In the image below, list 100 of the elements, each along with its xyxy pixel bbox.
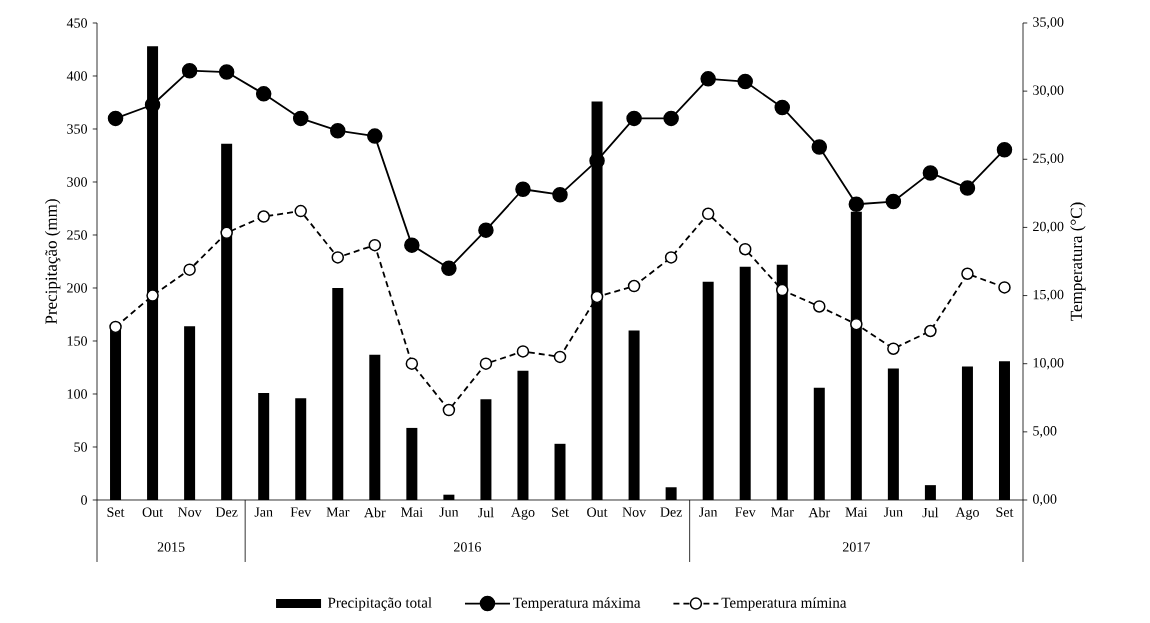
point bbox=[516, 345, 530, 358]
x-tick-label: Jan bbox=[254, 507, 273, 517]
point bbox=[924, 324, 937, 338]
x-tick-label: Jul bbox=[922, 507, 939, 518]
y2-axis-title: Temperatura (°C) bbox=[1070, 202, 1086, 321]
point bbox=[515, 181, 531, 198]
y-tick-label: 50 bbox=[74, 442, 88, 452]
y-axis-title: Precipitação (mm) bbox=[44, 199, 61, 325]
y2-tick-label: 30,00 bbox=[1033, 85, 1064, 97]
x-tick-label: Out bbox=[587, 507, 608, 517]
point bbox=[146, 289, 159, 302]
text: 2017 bbox=[842, 542, 870, 552]
point bbox=[368, 238, 382, 252]
point bbox=[626, 110, 642, 127]
y2-tick-label: 10,00 bbox=[1033, 357, 1064, 370]
y-tick-label: 200 bbox=[67, 283, 88, 293]
y2-tick-label: 25,00 bbox=[1033, 153, 1064, 165]
x-tick-label: Abr bbox=[364, 507, 386, 518]
point bbox=[738, 242, 752, 256]
point bbox=[331, 251, 345, 264]
point bbox=[552, 186, 568, 203]
point bbox=[441, 260, 457, 277]
x-tick-label: Fev bbox=[735, 507, 756, 517]
y-tick-label: 150 bbox=[67, 336, 88, 346]
x-tick-label: Mar bbox=[770, 507, 794, 517]
point bbox=[181, 62, 198, 79]
x-tick-label: Dez bbox=[660, 507, 683, 517]
point bbox=[294, 204, 307, 218]
y-tick-label: 0 bbox=[81, 495, 88, 505]
x-tick-label: Nov bbox=[622, 507, 647, 517]
x-tick-label: Fev bbox=[290, 507, 312, 517]
point bbox=[998, 281, 1011, 294]
y2-tick-label: 0,00 bbox=[1033, 494, 1057, 506]
point bbox=[996, 141, 1013, 158]
point bbox=[257, 210, 270, 223]
y2-tick-label: 35,00 bbox=[1033, 17, 1064, 29]
point bbox=[813, 300, 826, 313]
point bbox=[627, 279, 641, 293]
point bbox=[109, 320, 122, 334]
point bbox=[700, 71, 716, 87]
point bbox=[850, 317, 863, 331]
y-tick-label: 250 bbox=[67, 230, 88, 240]
legend-label: Temperatura máxima bbox=[513, 597, 641, 611]
legend-label: Temperatura mímina bbox=[721, 597, 847, 611]
x-tick-label: Jan bbox=[699, 507, 718, 517]
x-tick-label: Jun bbox=[883, 507, 903, 517]
point bbox=[405, 357, 419, 370]
point bbox=[404, 237, 420, 253]
x-tick-label: Nov bbox=[177, 507, 202, 517]
point bbox=[442, 403, 456, 417]
point bbox=[664, 251, 678, 264]
x-tick-label: Abr bbox=[808, 507, 831, 518]
x-tick-label: Ago bbox=[955, 507, 979, 520]
x-tick-label: Set bbox=[552, 507, 569, 517]
point bbox=[183, 263, 196, 276]
x-tick-label: Mai bbox=[400, 507, 423, 517]
x-tick-label: Jun bbox=[439, 507, 459, 517]
x-tick-label: Jul bbox=[478, 507, 494, 518]
point bbox=[663, 110, 679, 127]
y-tick-label: 400 bbox=[66, 71, 88, 81]
y-tick-label: 450 bbox=[66, 18, 88, 28]
point bbox=[144, 97, 161, 113]
text: 2015 bbox=[157, 542, 185, 552]
x-tick-label: Out bbox=[142, 507, 163, 517]
text: 2016 bbox=[454, 542, 481, 552]
point bbox=[848, 196, 865, 212]
point bbox=[479, 357, 493, 370]
y2-tick-label: 15,00 bbox=[1033, 289, 1064, 302]
x-tick-label: Mai bbox=[845, 507, 868, 517]
point bbox=[553, 350, 567, 364]
point bbox=[255, 86, 272, 102]
x-tick-label: Ago bbox=[511, 507, 535, 520]
point bbox=[811, 139, 828, 155]
legend-label: Precipitação total bbox=[327, 597, 432, 611]
point bbox=[367, 128, 383, 144]
point bbox=[701, 207, 715, 221]
point bbox=[776, 283, 789, 297]
point bbox=[218, 64, 235, 80]
point bbox=[885, 193, 902, 210]
x-tick-label: Set bbox=[107, 507, 125, 517]
point bbox=[922, 165, 939, 181]
point bbox=[959, 180, 976, 196]
point bbox=[220, 226, 233, 240]
point bbox=[774, 99, 790, 116]
x-tick-label: Set bbox=[996, 507, 1014, 517]
point bbox=[961, 267, 974, 281]
point bbox=[590, 290, 604, 304]
y-tick-label: 100 bbox=[67, 389, 88, 399]
point bbox=[330, 122, 346, 139]
point bbox=[292, 110, 309, 127]
y2-tick-label: 5,00 bbox=[1033, 426, 1057, 438]
x-tick-label: Dez bbox=[215, 507, 238, 517]
y2-tick-label: 20,00 bbox=[1033, 221, 1064, 234]
x-tick-label: Mar bbox=[326, 507, 350, 517]
y-tick-label: 300 bbox=[67, 177, 88, 187]
point bbox=[107, 110, 124, 127]
point bbox=[887, 342, 900, 355]
y-tick-label: 350 bbox=[67, 124, 88, 134]
point bbox=[737, 73, 753, 90]
point bbox=[478, 222, 494, 238]
